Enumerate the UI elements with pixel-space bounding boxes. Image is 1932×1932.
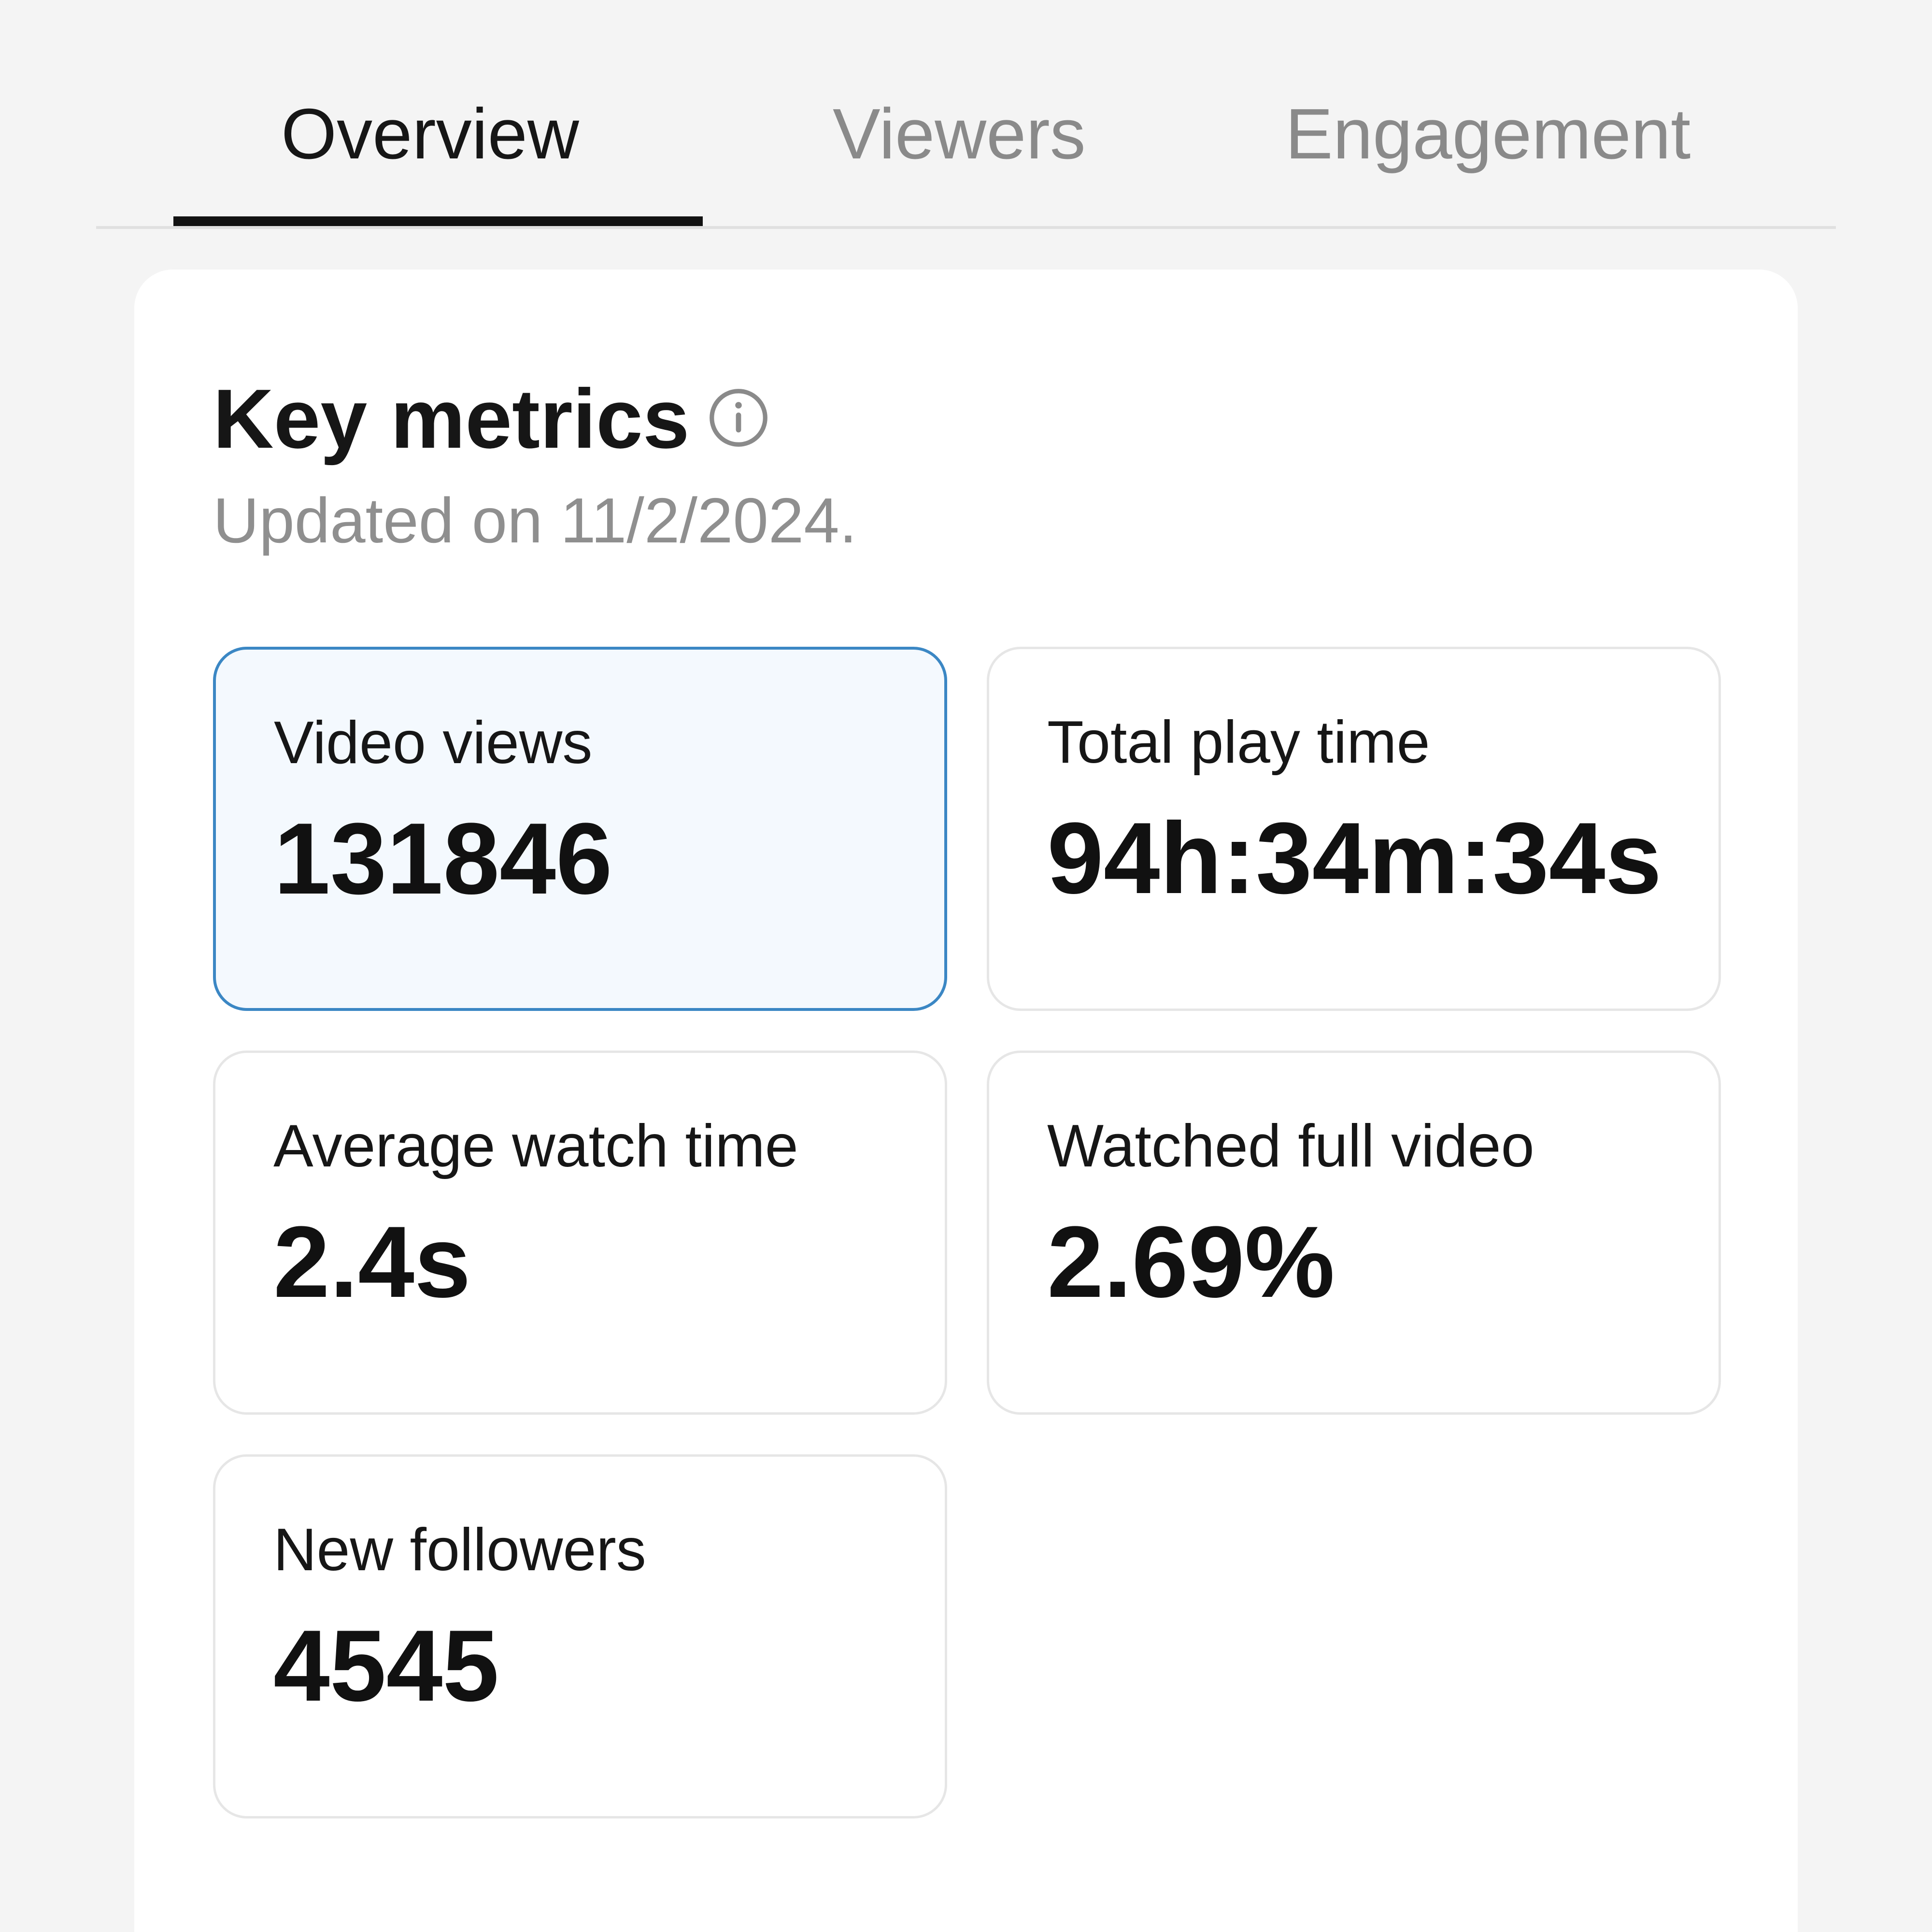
metric-value: 131846 <box>274 802 612 915</box>
metric-label: Average watch time <box>273 1113 798 1179</box>
metric-label: New followers <box>273 1517 646 1583</box>
tab-bar: Overview Viewers Engagement <box>96 0 1836 229</box>
metric-value: 2.69% <box>1047 1205 1335 1319</box>
tab-engagement[interactable]: Engagement <box>1285 94 1691 174</box>
metric-card-new-followers[interactable]: New followers 4545 <box>213 1454 947 1818</box>
metric-card-total-play-time[interactable]: Total play time 94h:34m:34s <box>987 647 1721 1011</box>
active-tab-indicator <box>173 216 703 226</box>
metric-card-watched-full-video[interactable]: Watched full video 2.69% <box>987 1051 1721 1415</box>
metric-label: Video views <box>274 710 593 776</box>
metric-card-average-watch-time[interactable]: Average watch time 2.4s <box>213 1051 947 1415</box>
metric-label: Total play time <box>1047 709 1430 776</box>
updated-date: Updated on 11/2/2024. <box>213 485 857 556</box>
metric-value: 94h:34m:34s <box>1047 801 1662 915</box>
metric-value: 4545 <box>273 1609 499 1722</box>
metric-label: Watched full video <box>1047 1113 1534 1179</box>
key-metrics-panel: Key metrics Updated on 11/2/2024. Video … <box>134 270 1798 1932</box>
info-circle-icon[interactable] <box>707 386 770 449</box>
tab-overview[interactable]: Overview <box>281 94 579 174</box>
metric-card-video-views[interactable]: Video views 131846 <box>213 647 947 1011</box>
section-title: Key metrics <box>213 371 690 466</box>
metric-value: 2.4s <box>273 1205 471 1319</box>
tab-viewers[interactable]: Viewers <box>833 94 1086 174</box>
